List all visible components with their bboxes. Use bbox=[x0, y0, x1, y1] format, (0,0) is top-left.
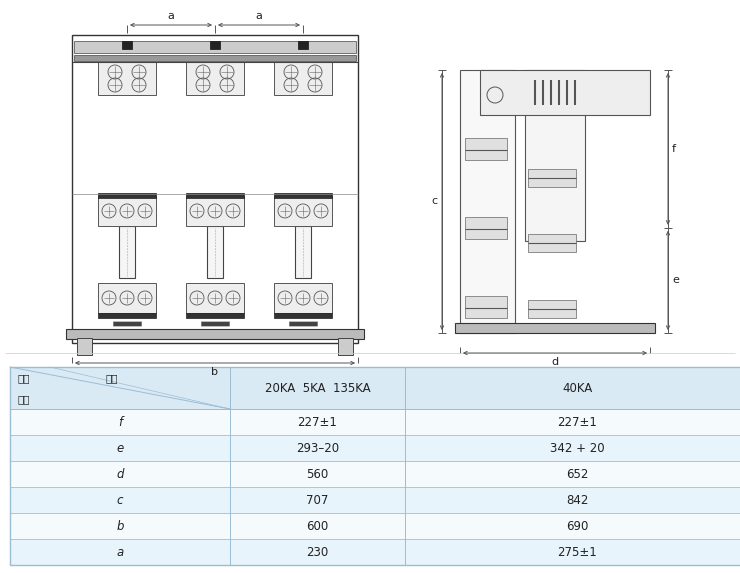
Bar bbox=[525, 70, 585, 241]
Text: 293–20: 293–20 bbox=[296, 442, 339, 454]
Bar bbox=[98, 283, 156, 313]
Bar bbox=[98, 196, 156, 226]
Bar bbox=[455, 323, 655, 333]
Bar bbox=[122, 41, 132, 49]
Bar bbox=[338, 338, 353, 355]
Bar bbox=[77, 338, 92, 355]
Text: d: d bbox=[116, 468, 124, 481]
Text: 707: 707 bbox=[306, 493, 329, 507]
Bar bbox=[460, 70, 515, 333]
Bar bbox=[98, 313, 156, 318]
Text: e: e bbox=[672, 276, 679, 285]
Bar bbox=[405, 367, 740, 409]
Bar bbox=[528, 234, 576, 252]
Bar bbox=[10, 513, 740, 539]
Bar bbox=[274, 313, 332, 318]
Bar bbox=[10, 367, 740, 565]
Text: 560: 560 bbox=[306, 468, 329, 481]
Text: a: a bbox=[116, 545, 124, 559]
Bar bbox=[66, 329, 364, 339]
Text: b: b bbox=[212, 367, 218, 377]
Bar bbox=[186, 313, 244, 318]
Text: d: d bbox=[551, 357, 559, 367]
Bar bbox=[74, 55, 356, 61]
Text: 230: 230 bbox=[306, 545, 329, 559]
Bar bbox=[10, 409, 740, 435]
Bar bbox=[480, 70, 650, 115]
Bar bbox=[274, 196, 332, 226]
Bar bbox=[186, 283, 244, 313]
Bar bbox=[274, 283, 332, 313]
Text: f: f bbox=[672, 144, 676, 154]
Bar bbox=[210, 41, 220, 49]
Text: c: c bbox=[431, 197, 437, 206]
Text: 652: 652 bbox=[566, 468, 589, 481]
Bar bbox=[465, 138, 507, 160]
Bar bbox=[10, 539, 740, 565]
Text: 600: 600 bbox=[306, 520, 329, 532]
Bar bbox=[74, 41, 356, 53]
Text: 代号: 代号 bbox=[18, 394, 30, 404]
Bar bbox=[10, 487, 740, 513]
Bar bbox=[186, 196, 244, 226]
Bar bbox=[72, 35, 358, 343]
Bar bbox=[186, 62, 244, 95]
Bar bbox=[528, 168, 576, 186]
Bar bbox=[465, 217, 507, 239]
Bar bbox=[98, 193, 156, 198]
Bar bbox=[230, 367, 405, 409]
Text: 数据: 数据 bbox=[18, 373, 30, 383]
Text: b: b bbox=[116, 520, 124, 532]
Bar bbox=[119, 226, 135, 278]
Bar bbox=[298, 41, 308, 49]
Bar bbox=[274, 193, 332, 198]
Text: f: f bbox=[118, 415, 122, 429]
Bar bbox=[295, 226, 311, 278]
Bar bbox=[207, 226, 223, 278]
Text: 227±1: 227±1 bbox=[297, 415, 337, 429]
Bar bbox=[186, 193, 244, 198]
Text: e: e bbox=[116, 442, 124, 454]
Text: 40KA: 40KA bbox=[562, 382, 593, 394]
Bar bbox=[10, 435, 740, 461]
Text: 275±1: 275±1 bbox=[558, 545, 597, 559]
Text: 842: 842 bbox=[566, 493, 589, 507]
Bar bbox=[10, 461, 740, 487]
Text: 型号: 型号 bbox=[105, 373, 118, 383]
Bar bbox=[98, 62, 156, 95]
Text: 342 + 20: 342 + 20 bbox=[550, 442, 605, 454]
Text: 227±1: 227±1 bbox=[557, 415, 597, 429]
Text: a: a bbox=[255, 11, 263, 21]
Bar bbox=[465, 296, 507, 318]
Bar bbox=[10, 367, 230, 409]
Text: 20KA  5KA  135KA: 20KA 5KA 135KA bbox=[265, 382, 370, 394]
Text: a: a bbox=[167, 11, 175, 21]
Text: c: c bbox=[117, 493, 124, 507]
Bar bbox=[528, 300, 576, 318]
Bar bbox=[274, 62, 332, 95]
Text: 690: 690 bbox=[566, 520, 589, 532]
